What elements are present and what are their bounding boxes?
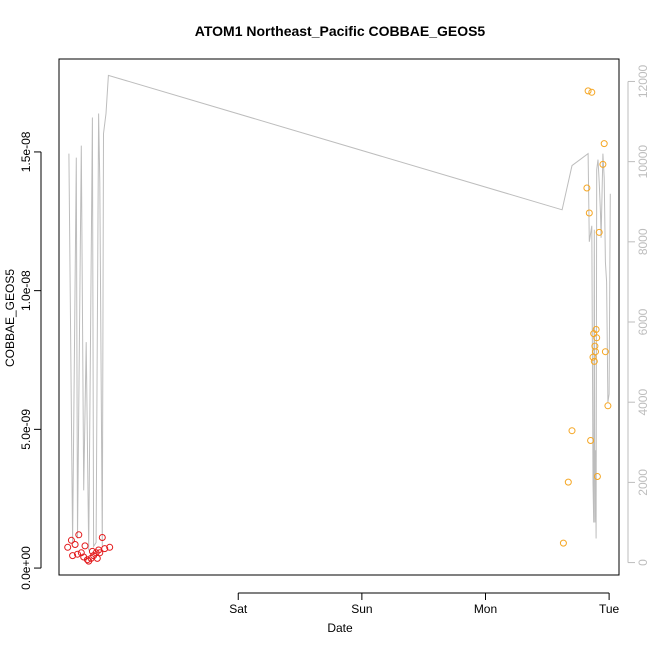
data-point xyxy=(88,547,96,555)
data-point xyxy=(64,543,72,551)
data-point xyxy=(604,402,612,410)
data-points-layer xyxy=(64,87,612,565)
y2-tick-label: 12000 xyxy=(636,64,650,98)
x-tick-label: Sun xyxy=(351,602,372,616)
data-point xyxy=(589,353,597,361)
data-point xyxy=(583,184,591,192)
data-point xyxy=(74,550,81,558)
data-point xyxy=(568,427,576,435)
data-point xyxy=(592,326,600,333)
data-point xyxy=(106,543,114,551)
x-tick-label: Tue xyxy=(599,602,620,616)
data-point xyxy=(101,545,109,553)
data-point xyxy=(93,554,101,562)
data-point xyxy=(96,549,104,557)
data-point xyxy=(83,556,91,564)
axes-layer: Sat Sun Mon Tue 0.0e+00 5.0e-09 1.0e-08 1.5e-08… xyxy=(19,64,650,615)
y2-tick-label: 0 xyxy=(636,559,650,566)
data-point xyxy=(584,87,592,95)
y-tick-label: 5.0e-09 xyxy=(19,409,33,450)
x-tick-label: Sat xyxy=(229,602,248,616)
y-axis-label: COBBAE_GEOS5 xyxy=(3,269,17,367)
data-point xyxy=(595,228,603,236)
data-point xyxy=(587,437,595,444)
data-point xyxy=(588,88,596,96)
x-tick-label: Mon xyxy=(474,602,497,616)
data-point xyxy=(81,542,89,550)
data-point xyxy=(593,473,601,480)
data-point xyxy=(600,140,608,148)
y-tick-label: 0.0e+00 xyxy=(19,546,33,590)
y2-tick-label: 4000 xyxy=(636,389,650,416)
data-point xyxy=(71,541,79,548)
plot-frame xyxy=(58,58,620,576)
y2-tick-label: 10000 xyxy=(636,145,650,179)
data-point xyxy=(599,160,607,168)
y-tick-label: 1.5e-08 xyxy=(19,131,33,172)
y2-tick-label: 8000 xyxy=(636,228,650,255)
altitude-line xyxy=(68,74,611,551)
data-point xyxy=(98,534,106,541)
data-point xyxy=(590,357,598,365)
y-tick-label: 1.0e-08 xyxy=(19,270,33,311)
data-point xyxy=(585,209,593,217)
y2-tick-label: 6000 xyxy=(636,308,650,335)
data-point xyxy=(69,552,77,560)
data-point xyxy=(67,536,75,544)
data-point xyxy=(592,348,599,356)
y2-tick-label: 2000 xyxy=(636,469,650,496)
data-point xyxy=(559,539,567,547)
data-point xyxy=(593,334,601,342)
data-point xyxy=(601,348,609,356)
altitude-line-layer xyxy=(68,74,611,551)
x-axis-label: Date xyxy=(327,621,353,635)
chart-title: ATOM1 Northeast_Pacific COBBAE_GEOS5 xyxy=(195,23,486,39)
data-point xyxy=(564,478,572,486)
data-point xyxy=(75,531,83,539)
